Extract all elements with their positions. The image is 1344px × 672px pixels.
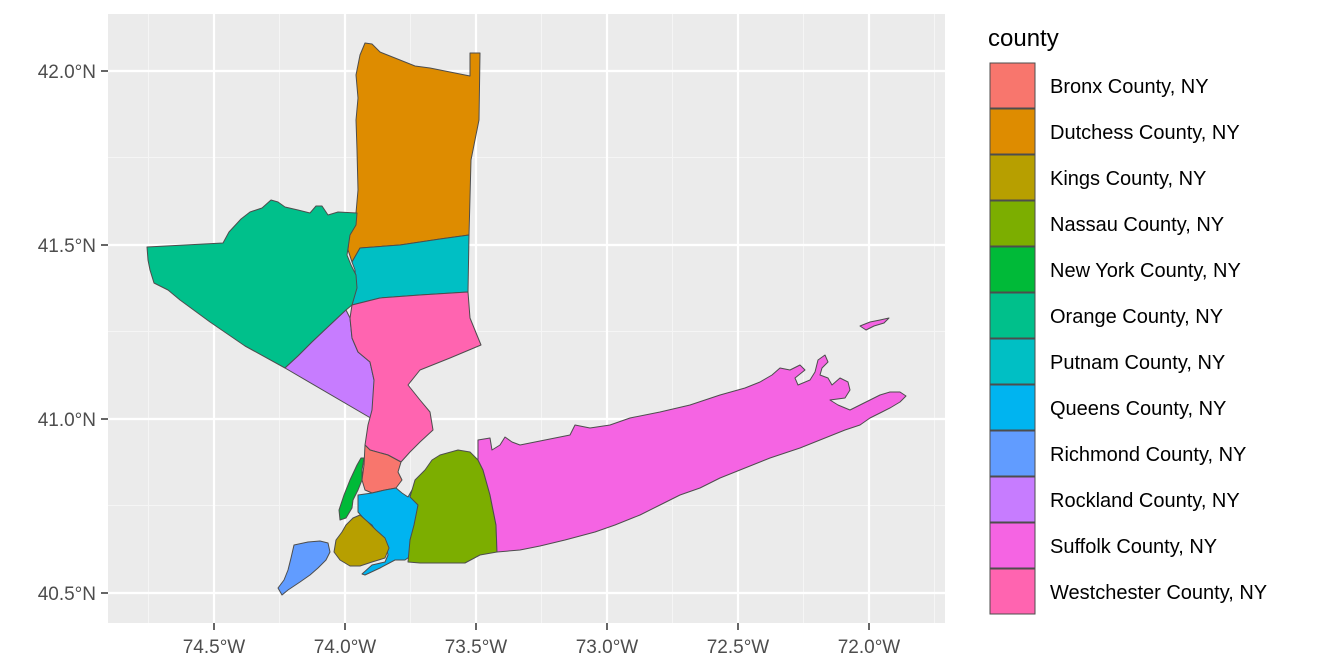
county-kings	[333, 514, 390, 567]
county-orange	[146, 199, 358, 369]
y-axis: 42.0°N 41.5°N 41.0°N 40.5°N	[38, 62, 108, 605]
legend-label-westchester: Westchester County, NY	[1050, 582, 1267, 604]
legend-label-queens: Queens County, NY	[1050, 398, 1226, 420]
x-tick-label: 74.5°W	[183, 637, 246, 658]
legend-key-westchester	[989, 568, 1036, 615]
axes: 42.0°N 41.5°N 41.0°N 40.5°N 74.5°W 74.0°…	[38, 62, 901, 658]
legend-label-nassau: Nassau County, NY	[1050, 214, 1224, 236]
county-suffolk-island	[859, 317, 890, 331]
y-tick-label: 42.0°N	[38, 62, 96, 83]
x-tick-label: 73.0°W	[576, 637, 639, 658]
x-tick-label: 73.5°W	[445, 637, 508, 658]
county-dutchess	[347, 42, 481, 263]
legend-label-suffolk: Suffolk County, NY	[1050, 536, 1217, 558]
y-tick-label: 40.5°N	[38, 584, 96, 605]
legend-label-richmond: Richmond County, NY	[1050, 444, 1246, 466]
x-tick-label: 72.5°W	[707, 637, 770, 658]
legend-items: Bronx County, NY Dutchess County, NY Kings…	[989, 62, 1267, 615]
legend-key-dutchess	[989, 108, 1036, 155]
legend-key-putnam	[989, 338, 1036, 385]
legend-key-newyork	[989, 246, 1036, 293]
legend-label-kings: Kings County, NY	[1050, 168, 1206, 190]
legend-label-putnam: Putnam County, NY	[1050, 352, 1225, 374]
legend-title: county	[988, 25, 1059, 52]
x-axis: 74.5°W 74.0°W 73.5°W 73.0°W 72.5°W 72.0°…	[183, 623, 901, 658]
county-polygons	[146, 42, 907, 596]
county-newyork	[338, 457, 365, 521]
legend-key-queens	[989, 384, 1036, 431]
legend-key-rockland	[989, 476, 1036, 523]
legend-key-kings	[989, 154, 1036, 201]
legend-label-rockland: Rockland County, NY	[1050, 490, 1240, 512]
legend-label-dutchess: Dutchess County, NY	[1050, 122, 1240, 144]
legend-key-suffolk	[989, 522, 1036, 569]
legend-key-nassau	[989, 200, 1036, 247]
legend-key-richmond	[989, 430, 1036, 477]
legend-key-orange	[989, 292, 1036, 339]
county-suffolk	[477, 354, 907, 553]
legend: county Bronx County, NY Dutchess County, …	[988, 25, 1267, 615]
y-tick-label: 41.0°N	[38, 410, 96, 431]
legend-label-bronx: Bronx County, NY	[1050, 76, 1209, 98]
legend-key-bronx	[989, 62, 1036, 109]
legend-label-newyork: New York County, NY	[1050, 260, 1241, 282]
y-tick-label: 41.5°N	[38, 236, 96, 257]
county-richmond	[277, 540, 331, 596]
x-tick-label: 74.0°W	[314, 637, 377, 658]
x-tick-label: 72.0°W	[838, 637, 901, 658]
legend-label-orange: Orange County, NY	[1050, 306, 1223, 328]
county-westchester	[349, 291, 482, 463]
